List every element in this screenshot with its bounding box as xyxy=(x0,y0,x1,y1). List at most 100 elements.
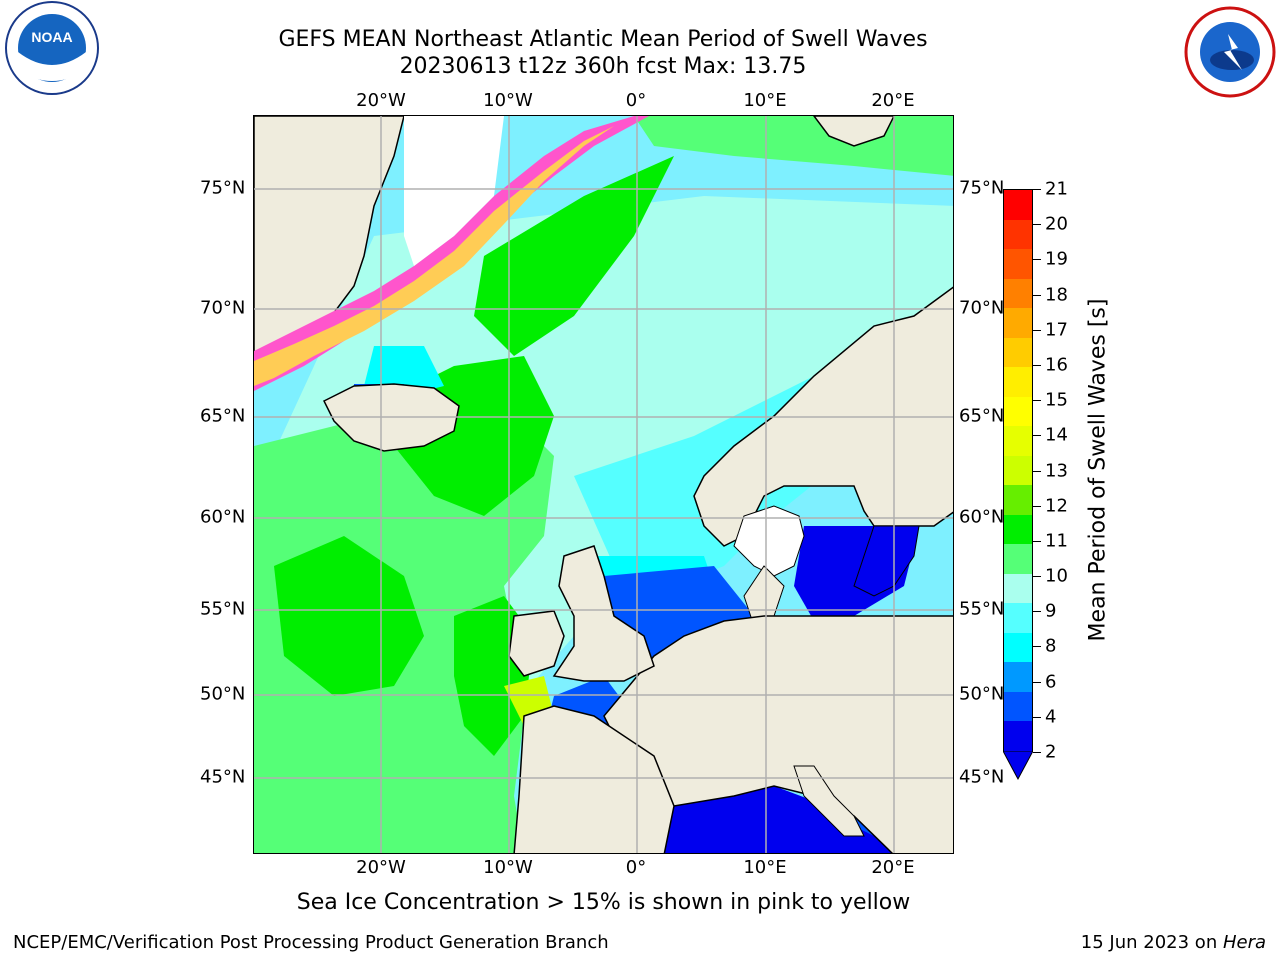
colorbar-tick-label: 13 xyxy=(1045,460,1068,481)
lat-label-right-45n: 45°N xyxy=(959,766,1005,788)
nws-logo xyxy=(1180,4,1280,100)
colorbar-tick-mark xyxy=(1033,294,1041,296)
colorbar-segment xyxy=(1004,426,1032,457)
colorbar-segment xyxy=(1004,278,1032,309)
colorbar-tick-mark xyxy=(1033,646,1041,648)
colorbar-segment xyxy=(1004,190,1032,221)
colorbar-tick-label: 17 xyxy=(1045,319,1068,341)
colorbar-tick-mark xyxy=(1033,224,1041,226)
colorbar-segment xyxy=(1004,249,1032,280)
footer-date: 15 Jun 2023 on Hera xyxy=(1081,932,1266,953)
sea-ice-note: Sea Ice Concentration > 15% is shown in … xyxy=(296,890,911,915)
colorbar-tick-mark xyxy=(1033,189,1041,190)
colorbar-segment xyxy=(1004,544,1032,575)
lon-label-bottom-20w: 20°W xyxy=(356,857,406,878)
chart-subtitle: 20230613 t12z 360h fcst Max: 13.75 xyxy=(399,54,807,79)
lon-label-top-10e: 10°E xyxy=(743,90,787,111)
colorbar-tick-label: 10 xyxy=(1045,565,1068,587)
lat-label-left-50n: 50°N xyxy=(200,683,246,705)
colorbar-label: Mean Period of Swell Waves [s] xyxy=(1085,298,1111,642)
lat-label-right-55n: 55°N xyxy=(959,598,1005,620)
colorbar-segment xyxy=(1004,632,1032,663)
footer-date-text: 15 Jun 2023 on xyxy=(1080,932,1223,953)
colorbar-tick-label: 9 xyxy=(1045,600,1057,622)
colorbar-segment xyxy=(1004,219,1032,250)
chart-title: GEFS MEAN Northeast Atlantic Mean Period… xyxy=(278,27,928,52)
colorbar-segment xyxy=(1004,514,1032,545)
colorbar-segment xyxy=(1004,485,1032,516)
colorbar-tick-label: 6 xyxy=(1045,671,1057,693)
sea-ice-edge-yellow xyxy=(254,126,614,386)
lat-label-right-75n: 75°N xyxy=(959,177,1005,199)
colorbar-tick-mark xyxy=(1033,716,1041,718)
colorbar-segment xyxy=(1004,573,1032,604)
svg-text:NOAA: NOAA xyxy=(31,29,72,45)
colorbar-tick-mark xyxy=(1033,576,1041,578)
swell-field-4-6-north-iceland xyxy=(364,346,444,396)
colorbar-tick-label: 21 xyxy=(1045,178,1068,200)
land-great-britain xyxy=(552,545,655,682)
lat-label-left-55n: 55°N xyxy=(200,598,246,620)
lat-label-right-70n: 70°N xyxy=(959,297,1005,319)
colorbar-segment xyxy=(1004,396,1032,427)
lat-label-left-75n: 75°N xyxy=(200,177,246,199)
colorbar-tick-mark xyxy=(1033,470,1041,472)
map-plot xyxy=(253,115,954,854)
swell-field-10-11-greenlandsea xyxy=(474,156,674,356)
swell-field-10-11-midatlantic xyxy=(274,536,424,696)
footer-producer: NCEP/EMC/Verification Post Processing Pr… xyxy=(13,932,609,953)
colorbar-tick-mark xyxy=(1033,752,1041,753)
lat-label-left-70n: 70°N xyxy=(200,297,246,319)
land-iberia xyxy=(513,705,675,853)
lon-label-top-20w: 20°W xyxy=(356,90,406,111)
colorbar-tick-label: 14 xyxy=(1045,424,1068,446)
colorbar-tick-mark xyxy=(1033,400,1041,402)
lat-label-right-50n: 50°N xyxy=(959,683,1005,705)
colorbar-tick-label: 2 xyxy=(1045,741,1057,763)
colorbar-segment xyxy=(1004,455,1032,486)
lat-label-left-45n: 45°N xyxy=(200,766,246,788)
colorbar-tick-label: 15 xyxy=(1045,389,1068,411)
colorbar-tick-mark xyxy=(1033,329,1041,331)
noaa-logo: NOAA xyxy=(0,0,104,100)
colorbar-segment xyxy=(1004,721,1032,752)
colorbar-segment xyxy=(1004,367,1032,398)
colorbar xyxy=(1003,189,1033,752)
lon-label-top-10w: 10°W xyxy=(483,90,533,111)
colorbar-tick-mark xyxy=(1033,681,1041,683)
colorbar-segment xyxy=(1004,337,1032,368)
colorbar-segment xyxy=(1004,691,1032,722)
colorbar-segment xyxy=(1004,308,1032,339)
lat-label-left-60n: 60°N xyxy=(200,506,246,528)
colorbar-tick-mark xyxy=(1033,540,1041,542)
lon-label-bottom-10e: 10°E xyxy=(743,857,787,878)
lat-label-left-65n: 65°N xyxy=(200,405,246,427)
lon-label-top-20e: 20°E xyxy=(871,90,915,111)
graticule xyxy=(254,116,953,853)
swell-field-below2-med xyxy=(664,786,892,853)
colorbar-tick-label: 19 xyxy=(1045,248,1068,270)
colorbar-tick-label: 12 xyxy=(1045,495,1068,517)
colorbar-tick-mark xyxy=(1033,435,1041,437)
footer-host: Hera xyxy=(1222,932,1266,953)
colorbar-tick-label: 8 xyxy=(1045,635,1057,657)
colorbar-tick-label: 18 xyxy=(1045,284,1068,306)
colorbar-tick-label: 20 xyxy=(1045,213,1068,235)
colorbar-tick-mark xyxy=(1033,259,1041,261)
colorbar-tick-label: 16 xyxy=(1045,354,1068,376)
colorbar-tick-label: 4 xyxy=(1045,706,1057,728)
colorbar-segment xyxy=(1004,662,1032,693)
lat-label-right-65n: 65°N xyxy=(959,405,1005,427)
lon-label-top-0: 0° xyxy=(625,90,647,111)
colorbar-tick-label: 11 xyxy=(1045,530,1068,552)
land-italy xyxy=(793,765,865,837)
lon-label-bottom-10w: 10°W xyxy=(483,857,533,878)
lon-label-bottom-20e: 20°E xyxy=(871,857,915,878)
land-svalbard xyxy=(813,116,895,147)
colorbar-tick-mark xyxy=(1033,611,1041,613)
sea-ice-core xyxy=(404,116,504,266)
colorbar-segment xyxy=(1004,603,1032,634)
colorbar-extend-triangle xyxy=(1003,751,1033,781)
lat-label-right-60n: 60°N xyxy=(959,506,1005,528)
colorbar-tick-mark xyxy=(1033,364,1041,366)
